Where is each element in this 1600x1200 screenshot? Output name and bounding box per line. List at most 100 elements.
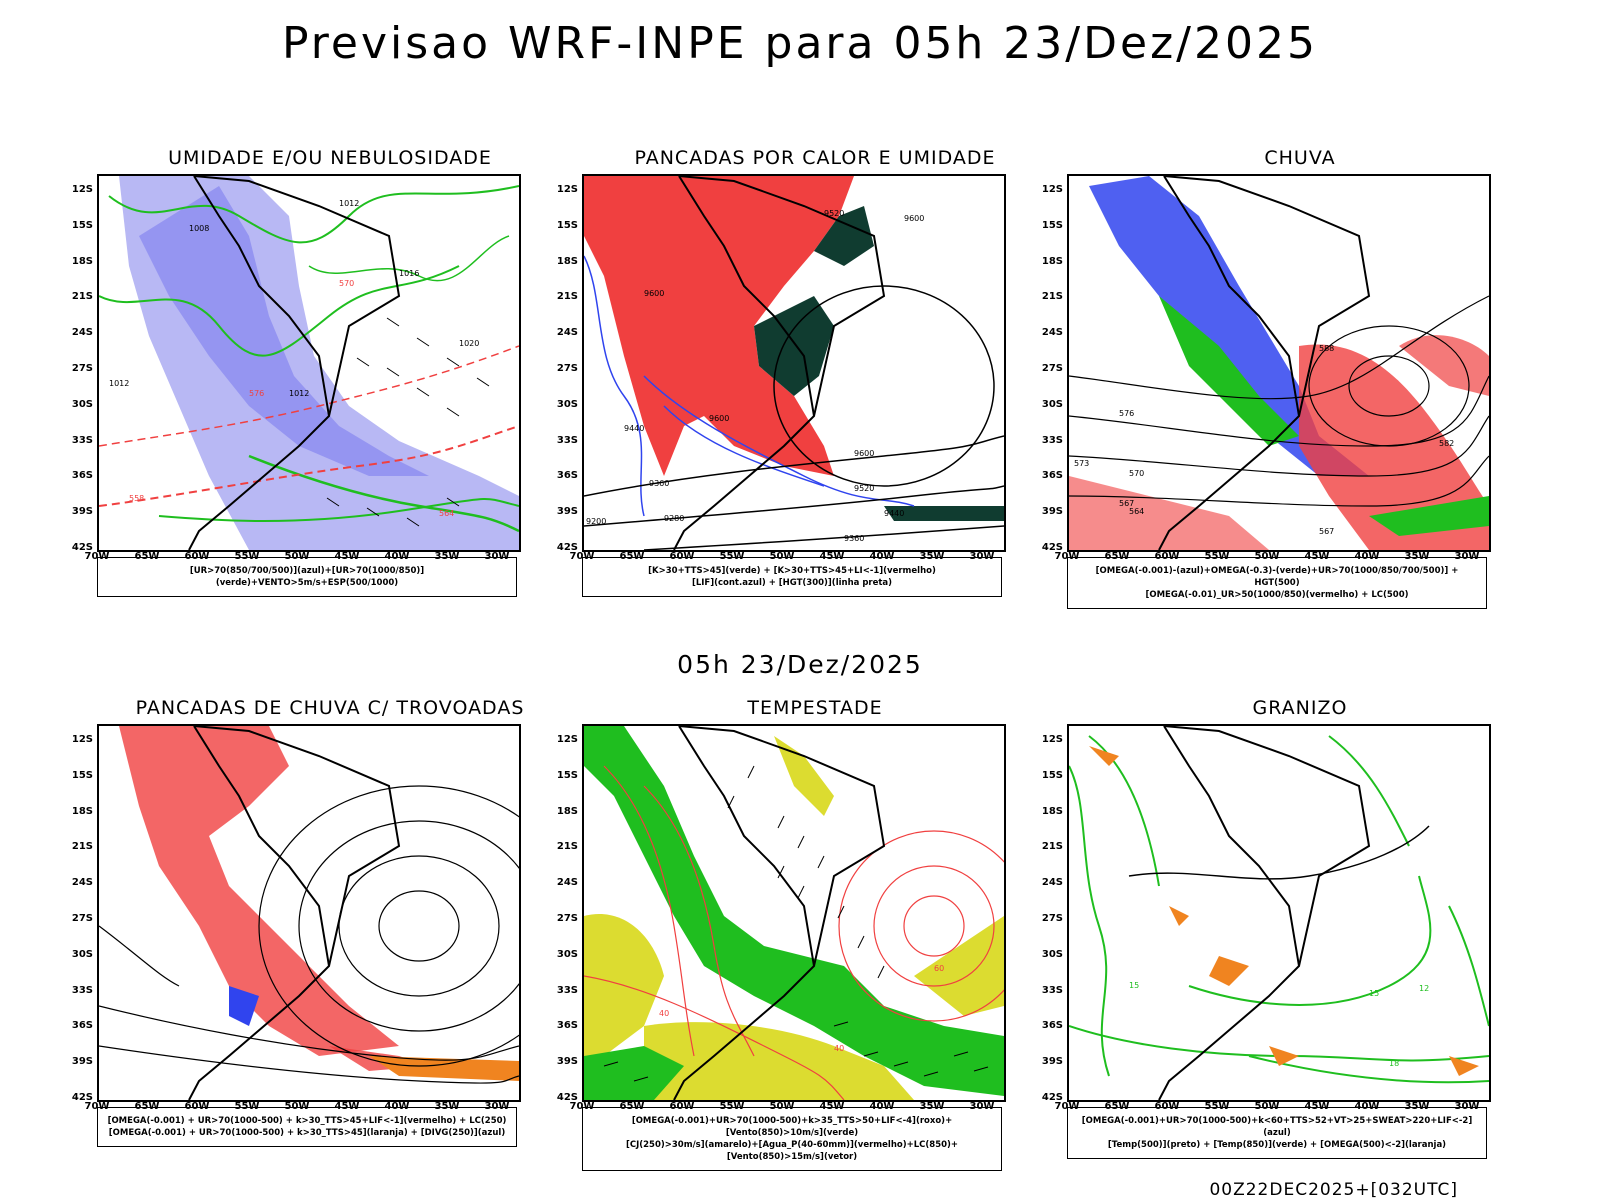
svg-text:9600: 9600 — [854, 449, 874, 458]
lat-tick-label: 30S — [556, 398, 578, 410]
lon-tick-label: 50W — [1254, 1101, 1280, 1112]
panel-title: PANCADAS DE CHUVA C/ TROVOADAS — [135, 697, 525, 719]
lon-tick-label: 50W — [769, 1101, 795, 1112]
lat-tick-label: 36S — [1041, 470, 1063, 482]
lon-tick-label: 50W — [284, 1101, 310, 1112]
legend-caption: [OMEGA(-0.001)-(azul)+OMEGA(-0.3)-(verde… — [1067, 557, 1487, 609]
lat-tick-label: 12S — [71, 184, 93, 195]
svg-text:1012: 1012 — [109, 379, 129, 388]
panel-title: CHUVA — [1264, 147, 1336, 169]
svg-text:9440: 9440 — [884, 509, 904, 518]
map-trovoadas[interactable] — [97, 724, 521, 1102]
map-granizo[interactable]: 15 15 12 18 — [1067, 724, 1491, 1102]
svg-text:1008: 1008 — [189, 224, 209, 233]
legend-caption: [OMEGA(-0.001) + UR>70(1000-500) + k>30_… — [97, 1107, 517, 1147]
lat-tick-label: 12S — [1041, 184, 1063, 195]
map-tempestade[interactable]: 40 40 60 — [582, 724, 1006, 1102]
svg-text:40: 40 — [659, 1009, 669, 1018]
panel-trovoadas: PANCADAS DE CHUVA C/ TROVOADAS [OMEGA(-0… — [70, 697, 590, 1167]
lon-tick-label: 60W — [184, 1101, 210, 1112]
svg-text:564: 564 — [1129, 507, 1144, 516]
lon-tick-label: 35W — [919, 551, 945, 562]
svg-text:9200: 9200 — [586, 517, 606, 526]
svg-text:9600: 9600 — [904, 214, 924, 223]
lat-tick-label: 30S — [1041, 948, 1063, 960]
lat-tick-label: 18S — [556, 805, 578, 817]
svg-text:1012: 1012 — [289, 389, 309, 398]
lat-tick-label: 27S — [71, 363, 93, 374]
lon-tick-label: 40W — [384, 551, 410, 562]
svg-text:567: 567 — [1119, 499, 1134, 508]
lon-tick-label: 45W — [334, 551, 360, 562]
lat-tick-label: 27S — [1041, 913, 1063, 924]
lat-tick-label: 18S — [1041, 255, 1063, 267]
lon-tick-label: 40W — [1354, 1101, 1380, 1112]
caption-line: [LIF](cont.azul) + [HGT(300)](linha pret… — [691, 578, 893, 588]
lat-tick-label: 36S — [71, 470, 93, 482]
lat-tick-label: 24S — [1041, 877, 1063, 889]
panel-title: PANCADAS POR CALOR E UMIDADE — [634, 147, 996, 169]
lon-tick-label: 60W — [1154, 1101, 1180, 1112]
map-pancadas-calor[interactable]: 9600 9520 9600 9600 9600 9520 9440 9360 9360… — [582, 174, 1006, 552]
lon-tick-label: 30W — [484, 551, 510, 562]
map-umidade[interactable]: 1012 1012 1016 1020 1008 1012 558 564 570 576 — [97, 174, 521, 552]
lat-tick-label: 27S — [556, 363, 578, 374]
legend-caption: [UR>70(850/700/500)](azul)+[UR>70(1000/8… — [97, 557, 517, 597]
svg-text:558: 558 — [129, 494, 144, 503]
lat-tick-label: 15S — [1041, 219, 1063, 231]
lon-tick-label: 70W — [84, 551, 110, 562]
svg-text:576: 576 — [1119, 409, 1134, 418]
lon-tick-label: 65W — [134, 551, 160, 562]
lat-tick-label: 42S — [1041, 542, 1063, 553]
lon-tick-label: 30W — [1454, 551, 1480, 562]
svg-text:1012: 1012 — [339, 199, 359, 208]
lat-tick-label: 39S — [71, 506, 93, 518]
svg-text:9360: 9360 — [649, 479, 669, 488]
lat-tick-label: 24S — [556, 877, 578, 889]
lon-tick-label: 35W — [434, 551, 460, 562]
lon-tick-label: 45W — [819, 551, 845, 562]
svg-text:9440: 9440 — [624, 424, 644, 433]
map-chuva[interactable]: 582 588 576 573 570 567 564 567 — [1067, 174, 1491, 552]
lon-tick-label: 45W — [1304, 1101, 1330, 1112]
panel-pancadas-calor: PANCADAS POR CALOR E UMIDADE 9600 9520 96… — [555, 147, 1075, 617]
lat-tick-label: 18S — [556, 255, 578, 267]
lat-tick-label: 36S — [556, 470, 578, 482]
lon-tick-label: 50W — [284, 551, 310, 562]
lat-tick-label: 36S — [1041, 1020, 1063, 1032]
lat-tick-label: 27S — [1041, 363, 1063, 374]
svg-text:9520: 9520 — [854, 484, 874, 493]
caption-line: [CJ(250)>30m/s](amarelo)+[Agua_P(40-60mm… — [625, 1140, 959, 1162]
lon-tick-label: 40W — [384, 1101, 410, 1112]
lon-tick-label: 55W — [234, 1101, 260, 1112]
svg-text:9360: 9360 — [844, 534, 864, 543]
valid-time-title: 05h 23/Dez/2025 — [677, 650, 923, 679]
lat-tick-label: 39S — [71, 1056, 93, 1068]
svg-text:1020: 1020 — [459, 339, 479, 348]
panel-granizo: GRANIZO 15 15 12 18 [OMEGA(- — [1040, 697, 1560, 1167]
legend-caption: [OMEGA(-0.001)+UR>70(1000-500)+k>35_TTS>… — [582, 1107, 1002, 1171]
lat-tick-label: 39S — [556, 506, 578, 518]
lon-tick-label: 55W — [234, 551, 260, 562]
map-graphics: 1012 1012 1016 1020 1008 1012 558 564 570 576 — [99, 176, 519, 550]
map-graphics: 9600 9520 9600 9600 9600 9520 9440 9360 9360… — [584, 176, 1004, 550]
lat-tick-label: 27S — [71, 913, 93, 924]
svg-text:576: 576 — [249, 389, 264, 398]
lon-tick-label: 70W — [569, 551, 595, 562]
lon-tick-label: 30W — [1454, 1101, 1480, 1112]
caption-line: [K>30+TTS>45](verde) + [K>30+TTS>45+LI<-… — [648, 566, 936, 576]
svg-text:40: 40 — [834, 1044, 844, 1053]
lon-tick-label: 35W — [919, 1101, 945, 1112]
lat-tick-label: 42S — [556, 542, 578, 553]
lon-tick-label: 35W — [434, 1101, 460, 1112]
svg-text:567: 567 — [1319, 527, 1334, 536]
lat-tick-label: 21S — [71, 841, 93, 853]
svg-text:570: 570 — [339, 279, 354, 288]
lat-tick-label: 18S — [71, 805, 93, 817]
svg-text:9280: 9280 — [664, 514, 684, 523]
lat-tick-label: 33S — [556, 984, 578, 996]
lat-tick-label: 24S — [556, 327, 578, 339]
lon-tick-label: 65W — [619, 551, 645, 562]
lon-tick-label: 65W — [1104, 1101, 1130, 1112]
